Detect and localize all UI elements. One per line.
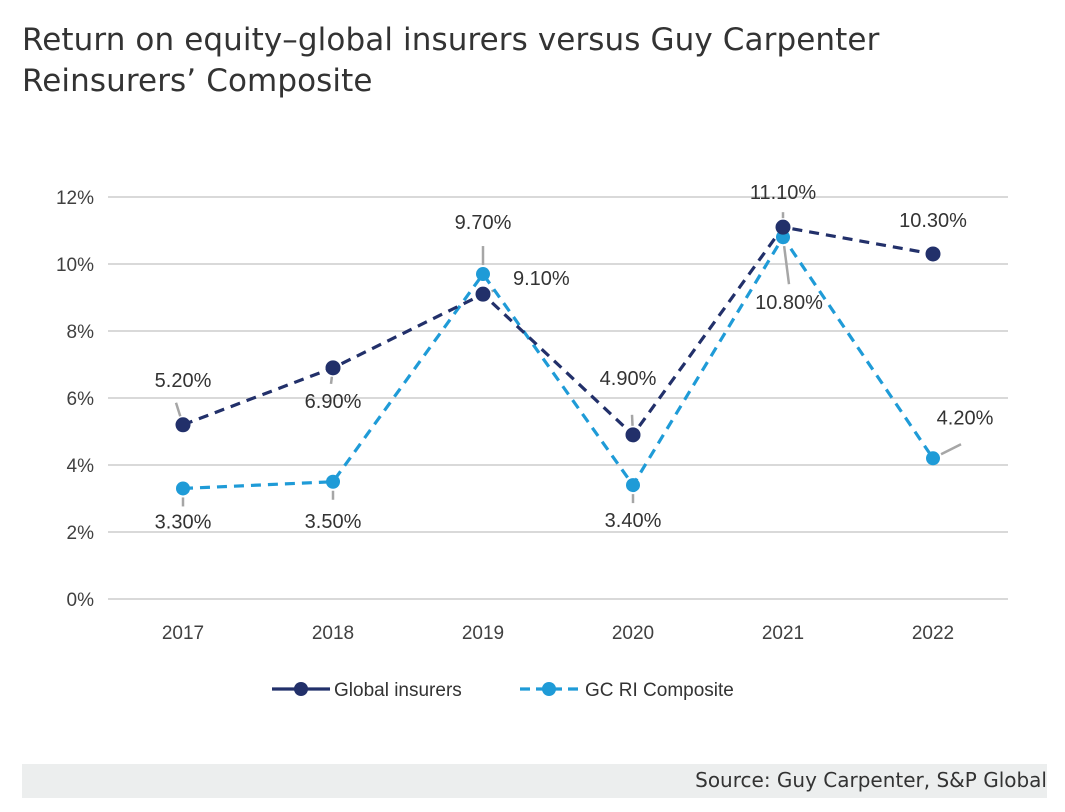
x-tick-label: 2018	[312, 623, 354, 644]
gc-ri-composite-line	[182, 234, 935, 491]
y-tick-label: 0%	[67, 590, 95, 611]
x-tick-label: 2020	[612, 623, 654, 644]
leader-line	[630, 414, 634, 426]
data-labels: 5.20% 6.90% 9.10% 4.90% 11.10% 10.30% 3.30% 3.5…	[155, 182, 994, 533]
legend-label: GC RI Composite	[585, 680, 734, 701]
gridlines	[108, 196, 1008, 600]
data-label: 4.90%	[600, 368, 657, 390]
gc-ri-composite-point	[326, 474, 340, 489]
data-label: 5.20%	[155, 370, 212, 392]
legend-marker	[294, 682, 308, 696]
x-tick-label: 2021	[762, 623, 804, 644]
y-axis: 0% 2% 4% 6% 8% 10% 12%	[56, 188, 94, 611]
data-label: 6.90%	[305, 391, 362, 413]
data-label: 11.10%	[750, 182, 817, 204]
data-label: 3.30%	[155, 511, 212, 533]
global-insurers-point	[325, 360, 341, 376]
gc-ri-composite-point	[476, 267, 490, 282]
y-tick-label: 10%	[56, 255, 94, 276]
y-tick-label: 12%	[56, 188, 94, 209]
chart-title: Return on equity–global insurers versus …	[22, 22, 880, 99]
x-tick-label: 2022	[912, 623, 954, 644]
leader-line	[174, 402, 182, 417]
gc-ri-composite-point	[176, 481, 190, 496]
legend[interactable]: Global insurers GC RI Composite	[272, 680, 734, 701]
data-label: 3.40%	[605, 510, 662, 532]
x-tick-label: 2019	[462, 623, 504, 644]
data-label: 10.80%	[755, 292, 823, 314]
global-insurers-point	[925, 246, 941, 262]
y-tick-label: 6%	[67, 389, 95, 410]
legend-marker	[542, 682, 556, 696]
legend-item-global-insurers[interactable]: Global insurers	[272, 680, 462, 701]
series-lines	[175, 219, 941, 496]
global-insurers-line	[182, 225, 934, 438]
gc-ri-composite-point	[926, 451, 940, 466]
legend-item-gc-ri-composite[interactable]: GC RI Composite	[520, 680, 734, 701]
gc-ri-composite-point	[626, 478, 640, 493]
source-bar	[22, 764, 1047, 798]
leader-line	[329, 376, 334, 385]
y-tick-label: 2%	[67, 523, 95, 544]
data-label: 9.10%	[513, 268, 570, 290]
global-insurers-point	[625, 427, 641, 443]
label-leader-lines	[174, 212, 962, 507]
y-tick-label: 8%	[67, 322, 95, 343]
data-label: 4.20%	[937, 407, 994, 429]
leader-line	[940, 443, 962, 456]
global-insurers-point	[475, 286, 491, 302]
y-tick-label: 4%	[67, 456, 95, 477]
data-label: 10.30%	[899, 210, 967, 232]
data-label: 3.50%	[305, 511, 362, 533]
x-axis: 2017 2018 2019 2020 2021 2022	[162, 623, 954, 644]
leader-line	[782, 245, 791, 285]
source-note: Source: Guy Carpenter, S&P Global	[695, 768, 1047, 792]
global-insurers-point	[775, 219, 791, 235]
legend-label: Global insurers	[334, 680, 462, 701]
x-tick-label: 2017	[162, 623, 204, 644]
data-label: 9.70%	[455, 212, 512, 234]
global-insurers-point	[175, 417, 191, 433]
